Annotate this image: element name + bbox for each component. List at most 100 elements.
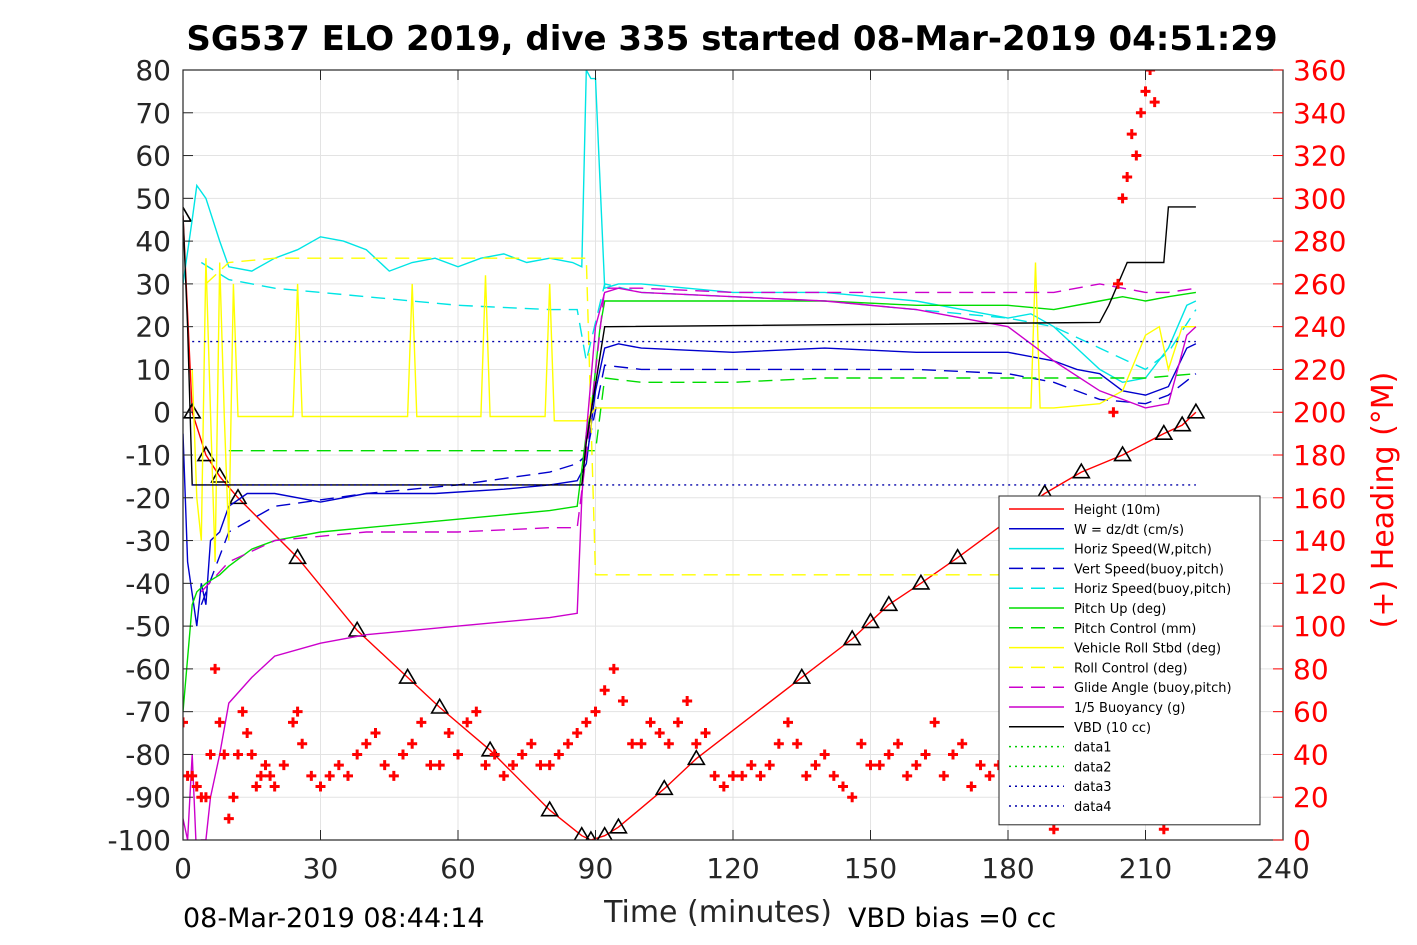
legend-label: Glide Angle (buoy,pitch) bbox=[1074, 681, 1232, 696]
height-marker bbox=[398, 667, 417, 684]
heading-point bbox=[654, 728, 665, 739]
height-marker bbox=[1071, 462, 1091, 479]
heading-point bbox=[792, 738, 803, 749]
heading-point bbox=[416, 717, 427, 728]
height-marker bbox=[792, 667, 812, 684]
heading-point bbox=[883, 749, 894, 760]
y-tick-label: -30 bbox=[125, 525, 171, 558]
y2-tick-label: 60 bbox=[1293, 696, 1329, 729]
y2-tick-label: 280 bbox=[1293, 225, 1346, 258]
heading-point bbox=[315, 781, 326, 792]
y2-axis-label: (+) Heading (°M) bbox=[1366, 372, 1401, 629]
x-tick-label: 240 bbox=[1256, 852, 1309, 885]
y2-tick-label: 320 bbox=[1293, 140, 1346, 173]
y-tick-label: 10 bbox=[135, 353, 171, 386]
heading-point bbox=[398, 749, 408, 760]
legend-label: Vehicle Roll Stbd (deg) bbox=[1074, 642, 1221, 657]
heading-point bbox=[865, 760, 876, 771]
heading-point bbox=[847, 792, 858, 803]
y2-tick-label: 180 bbox=[1293, 439, 1346, 472]
y2-tick-label: 340 bbox=[1293, 97, 1346, 130]
chart-title: SG537 ELO 2019, dive 335 started 08-Mar-… bbox=[186, 19, 1277, 59]
heading-point bbox=[920, 749, 931, 760]
heading-point bbox=[608, 663, 619, 674]
x-tick-label: 210 bbox=[1119, 852, 1172, 885]
y2-tick-label: 200 bbox=[1293, 396, 1346, 429]
height-marker bbox=[609, 817, 628, 834]
heading-point bbox=[219, 749, 230, 760]
heading-point bbox=[636, 738, 647, 749]
y-tick-label: 20 bbox=[135, 311, 171, 344]
y-tick-label: 50 bbox=[135, 182, 171, 215]
height-marker bbox=[596, 826, 613, 840]
heading-point bbox=[246, 749, 257, 760]
heading-point bbox=[874, 760, 885, 771]
heading-point bbox=[590, 706, 601, 717]
y-tick-label: 60 bbox=[135, 140, 171, 173]
height-marker bbox=[573, 826, 590, 840]
heading-point bbox=[407, 738, 418, 749]
heading-point bbox=[1108, 407, 1119, 418]
heading-point bbox=[1122, 171, 1133, 182]
y-tick-label: 70 bbox=[135, 97, 171, 130]
y-tick-label: 40 bbox=[135, 225, 171, 258]
legend: Height (10m) W = dz/dt (cm/s) Horiz Speed(… bbox=[998, 495, 1261, 826]
heading-point bbox=[563, 738, 573, 749]
heading-point bbox=[673, 717, 683, 728]
y2-tick-label: 220 bbox=[1293, 353, 1346, 386]
heading-point bbox=[544, 760, 555, 771]
y2-tick-label: 260 bbox=[1293, 268, 1346, 301]
heading-point bbox=[260, 760, 271, 771]
y-tick-label: 80 bbox=[135, 54, 171, 87]
legend-label: data2 bbox=[1074, 760, 1112, 775]
y2-tick-label: 20 bbox=[1293, 781, 1329, 814]
heading-point bbox=[443, 728, 454, 739]
heading-point bbox=[306, 770, 317, 781]
heading-point bbox=[210, 663, 221, 674]
height-marker bbox=[288, 548, 307, 565]
heading-point bbox=[278, 760, 289, 771]
y2-tick-label: 360 bbox=[1293, 54, 1346, 87]
y2-tick-label: 160 bbox=[1293, 482, 1346, 515]
legend-label: Vert Speed(buoy,pitch) bbox=[1074, 562, 1224, 577]
y-tick-label: -90 bbox=[125, 781, 171, 814]
heading-point bbox=[773, 738, 784, 749]
y2-tick-label: 40 bbox=[1293, 738, 1329, 771]
heading-point bbox=[498, 770, 509, 781]
heading-point bbox=[370, 728, 381, 739]
heading-point bbox=[379, 760, 390, 771]
heading-point bbox=[764, 760, 775, 771]
heading-point bbox=[434, 760, 445, 771]
y-tick-label: -10 bbox=[125, 439, 171, 472]
heading-point bbox=[480, 760, 491, 771]
heading-point bbox=[183, 717, 188, 728]
heading-point bbox=[453, 749, 463, 760]
heading-point bbox=[297, 738, 308, 749]
x-tick-label: 150 bbox=[844, 852, 897, 885]
heading-point bbox=[471, 706, 482, 717]
heading-point bbox=[957, 738, 968, 749]
y-tick-label: -50 bbox=[125, 610, 171, 643]
heading-point bbox=[361, 738, 372, 749]
heading-point bbox=[228, 792, 239, 803]
heading-point bbox=[343, 770, 353, 781]
heading-point bbox=[288, 717, 298, 728]
height-marker bbox=[686, 749, 706, 766]
heading-point bbox=[718, 781, 729, 792]
heading-point bbox=[425, 760, 436, 771]
y2-tick-label: 140 bbox=[1293, 525, 1346, 558]
y-tick-label: -60 bbox=[125, 653, 171, 686]
heading-point bbox=[893, 738, 903, 749]
heading-point bbox=[508, 760, 518, 771]
heading-point bbox=[599, 685, 610, 696]
heading-point bbox=[517, 749, 528, 760]
heading-point bbox=[526, 738, 537, 749]
height-marker bbox=[183, 205, 193, 222]
height-marker bbox=[1154, 424, 1174, 441]
heading-point bbox=[388, 770, 399, 781]
heading-point bbox=[205, 749, 216, 760]
heading-point bbox=[663, 738, 674, 749]
heading-point bbox=[645, 717, 656, 728]
heading-point bbox=[810, 760, 821, 771]
y-tick-label: -80 bbox=[125, 738, 171, 771]
